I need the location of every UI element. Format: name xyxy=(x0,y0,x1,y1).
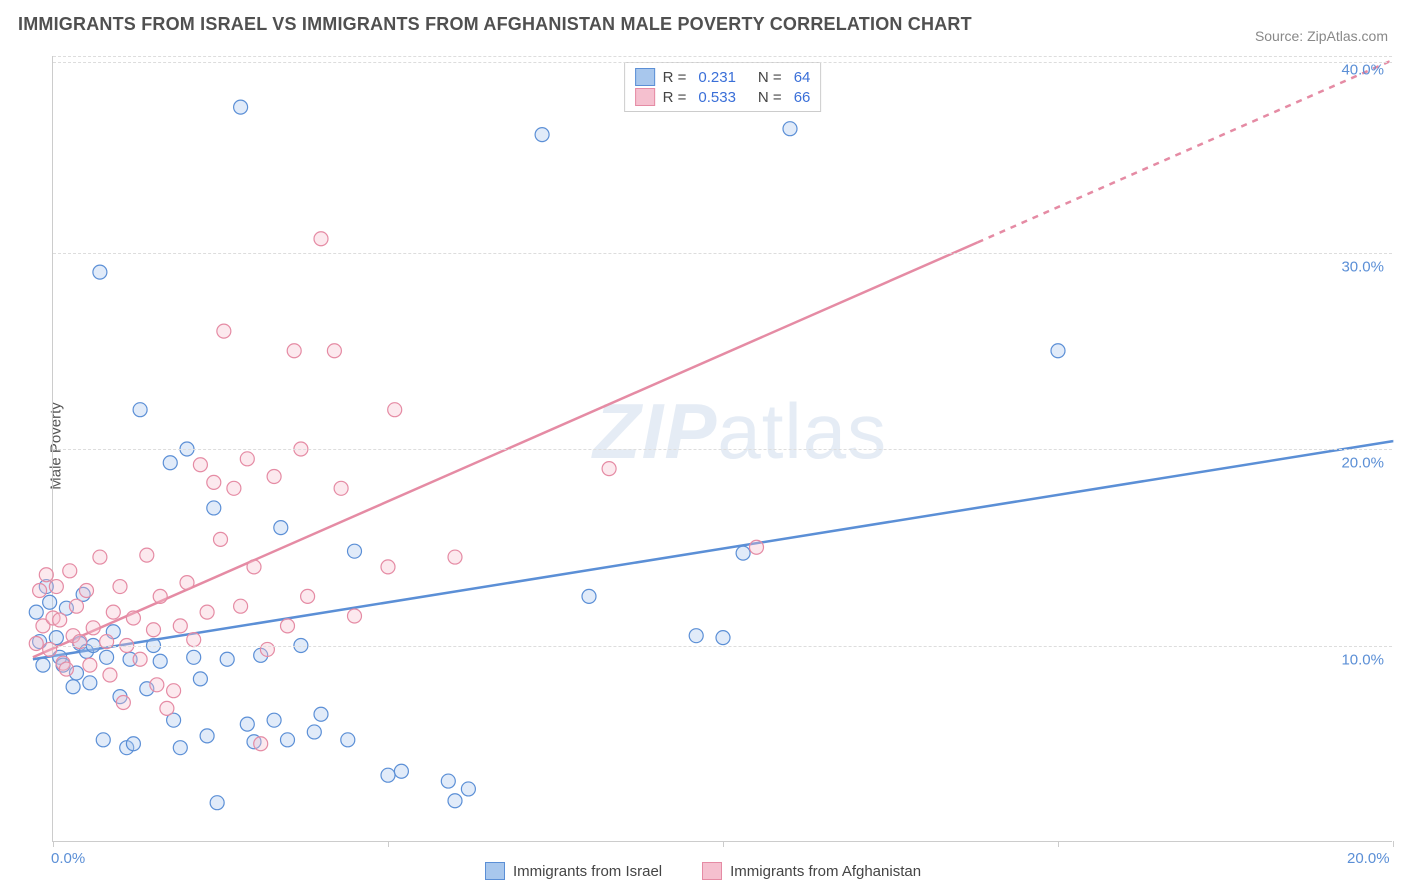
legend-r-value: 0.533 xyxy=(698,89,736,106)
x-tick xyxy=(1058,841,1059,847)
gridline xyxy=(53,62,1392,63)
chart-container: IMMIGRANTS FROM ISRAEL VS IMMIGRANTS FRO… xyxy=(0,0,1406,892)
x-tick xyxy=(53,841,54,847)
legend-r-label: R = xyxy=(663,89,687,106)
gridline xyxy=(53,56,1392,57)
x-tick xyxy=(388,841,389,847)
legend-bottom: Immigrants from Israel Immigrants from Af… xyxy=(0,862,1406,880)
y-tick-label: 40.0% xyxy=(1341,62,1384,79)
source-label: Source: ZipAtlas.com xyxy=(1255,28,1388,44)
plot-area: ZIPatlas R =0.231N =64R =0.533N =66 10.0… xyxy=(52,56,1392,842)
legend-n-label: N = xyxy=(758,89,782,106)
legend-swatch xyxy=(635,68,655,86)
x-tick xyxy=(723,841,724,847)
gridline xyxy=(53,449,1392,450)
y-tick-label: 10.0% xyxy=(1341,651,1384,668)
legend-series-label: Immigrants from Israel xyxy=(513,863,662,880)
legend-series-label: Immigrants from Afghanistan xyxy=(730,863,921,880)
legend-n-value: 66 xyxy=(794,89,811,106)
legend-bottom-item: Immigrants from Afghanistan xyxy=(702,862,921,880)
y-tick-label: 20.0% xyxy=(1341,455,1384,472)
legend-r-value: 0.231 xyxy=(698,69,736,86)
legend-swatch xyxy=(635,88,655,106)
chart-title: IMMIGRANTS FROM ISRAEL VS IMMIGRANTS FRO… xyxy=(18,14,972,35)
legend-bottom-item: Immigrants from Israel xyxy=(485,862,662,880)
x-tick xyxy=(1393,841,1394,847)
legend-n-label: N = xyxy=(758,69,782,86)
y-tick-label: 30.0% xyxy=(1341,258,1384,275)
legend-n-value: 64 xyxy=(794,69,811,86)
gridline xyxy=(53,253,1392,254)
legend-row: R = 0.533 N = 66 xyxy=(635,87,811,107)
gridline xyxy=(53,646,1392,647)
legend-r-label: R = xyxy=(663,69,687,86)
legend-swatch xyxy=(702,862,722,880)
legend-swatch xyxy=(485,862,505,880)
legend-top: R = 0.231 N = 64 R = 0.533 N = 66 xyxy=(624,62,822,112)
legend-row: R = 0.231 N = 64 xyxy=(635,67,811,87)
